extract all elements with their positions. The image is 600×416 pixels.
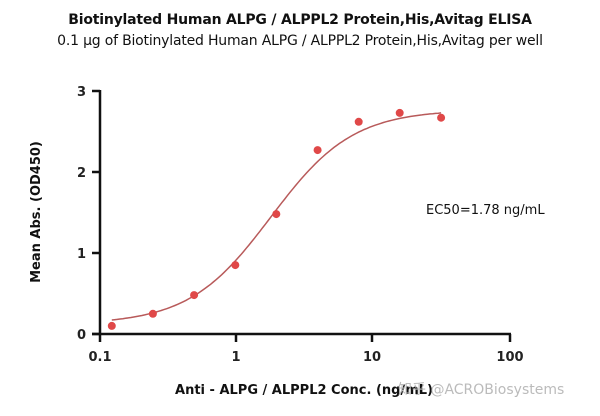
data-point xyxy=(148,309,157,318)
data-point xyxy=(272,210,281,219)
ec50-annotation: EC50=1.78 ng/mL xyxy=(426,203,545,218)
y-tick-label: 2 xyxy=(77,166,86,181)
data-point xyxy=(231,261,240,270)
data-point xyxy=(313,146,322,155)
fit-curve xyxy=(111,112,442,321)
data-point xyxy=(395,108,404,117)
x-tick-label: 1 xyxy=(231,350,240,365)
y-tick-label: 0 xyxy=(77,328,86,343)
y-tick-label: 3 xyxy=(77,85,86,100)
data-point xyxy=(354,117,363,126)
chart-subtitle: 0.1 µg of Biotinylated Human ALPG / ALPP… xyxy=(57,33,543,49)
data-point xyxy=(437,113,446,122)
data-point xyxy=(190,291,199,300)
data-point xyxy=(107,321,116,330)
x-axis-label: Anti - ALPG / ALPPL2 Conc. (ng/mL) xyxy=(175,383,433,398)
data-points xyxy=(107,108,446,330)
x-tick-label: 0.1 xyxy=(88,350,111,365)
watermark: 知乎 @ACROBiosystems xyxy=(398,381,564,398)
x-axis xyxy=(92,332,512,342)
y-axis xyxy=(92,89,102,342)
y-tick-label: 1 xyxy=(77,247,86,262)
y-axis-label: Mean Abs. (OD450) xyxy=(29,141,44,283)
x-tick-label: 10 xyxy=(363,350,381,365)
chart-title: Biotinylated Human ALPG / ALPPL2 Protein… xyxy=(68,12,532,28)
x-tick-label: 100 xyxy=(496,350,523,365)
